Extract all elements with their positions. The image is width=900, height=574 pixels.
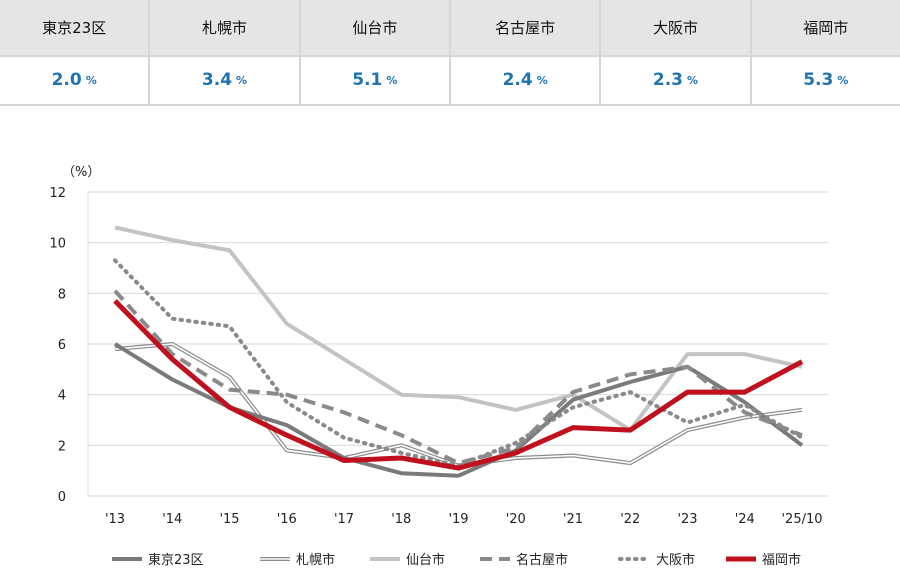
- x-tick-label: '24: [735, 512, 755, 527]
- x-tick-label: '13: [105, 512, 125, 527]
- rate-unit: %: [386, 73, 398, 87]
- vacancy-rate-table: 東京23区 2.0% 札幌市 3.4% 仙台市 5.1% 名古屋市 2.4% 大…: [0, 0, 900, 106]
- x-tick-label: '18: [391, 512, 411, 527]
- x-tick-label: '22: [620, 512, 640, 527]
- rate-value: 3.4: [201, 70, 233, 91]
- series-line-path: [113, 342, 804, 478]
- rate-value: 2.0: [51, 70, 82, 91]
- rate-value-cell: 2.0%: [0, 56, 149, 106]
- rate-unit: %: [236, 73, 248, 87]
- legend-item-5: 福岡市: [726, 552, 801, 568]
- rate-city-label: 名古屋市: [450, 0, 600, 57]
- legend-item-2: 仙台市: [370, 552, 445, 568]
- rate-value: 2.4: [502, 70, 533, 91]
- chart-legend: 東京23区 札幌市 仙台市 名古屋市 大阪市 福岡市: [112, 552, 801, 568]
- legend-label: 大阪市: [656, 552, 695, 568]
- x-tick-label: '17: [334, 512, 354, 527]
- series-line-outer: [114, 342, 803, 468]
- rate-value-cell: 5.3%: [751, 56, 900, 106]
- legend-label: 東京23区: [148, 552, 204, 568]
- rate-column-nagoya: 名古屋市 2.4%: [450, 0, 602, 106]
- legend-item-4: 大阪市: [618, 552, 695, 568]
- series-line-3: [113, 289, 803, 466]
- legend-label: 仙台市: [406, 552, 445, 568]
- y-axis-unit-label: （%）: [62, 165, 100, 180]
- series-line-path: [113, 258, 804, 468]
- rate-value-cell: 2.3%: [601, 56, 750, 106]
- x-tick-label: '21: [563, 512, 583, 527]
- y-tick-label: 0: [58, 490, 66, 505]
- series-line-2: [114, 225, 803, 433]
- rate-column-sendai: 仙台市 5.1%: [300, 0, 451, 106]
- rate-value-cell: 2.4%: [450, 56, 600, 106]
- series-line-0: [113, 342, 804, 478]
- y-tick-label: 12: [49, 186, 66, 201]
- legend-item-0: 東京23区: [112, 552, 204, 568]
- legend-label: 名古屋市: [516, 552, 568, 568]
- rate-unit: %: [85, 73, 97, 87]
- rate-unit: %: [536, 73, 548, 87]
- rate-value-cell: 3.4%: [150, 56, 299, 106]
- legend-label: 福岡市: [762, 552, 801, 568]
- vacancy-rate-line-chart: （%） 0 2 4 6 8 10 12 '13 '14 '15 '16 '17 '18 '19 '20 '2…: [49, 165, 828, 568]
- y-tick-label: 6: [58, 338, 66, 353]
- x-tick-label: '16: [277, 512, 297, 527]
- y-tick-label: 2: [58, 439, 66, 454]
- x-tick-label: '14: [162, 512, 182, 527]
- rate-city-label: 仙台市: [300, 0, 449, 57]
- x-tick-label: '25/10: [781, 512, 822, 527]
- rate-city-label: 札幌市: [150, 0, 299, 57]
- series-line-inner: [114, 343, 803, 467]
- y-axis-ticks: 0 2 4 6 8 10 12: [49, 186, 66, 505]
- chart-series-lines: [113, 225, 804, 478]
- legend-item-1: 札幌市: [260, 552, 335, 568]
- y-tick-label: 4: [58, 389, 66, 404]
- rate-value: 5.1: [352, 70, 383, 91]
- legend-label: 札幌市: [296, 552, 335, 568]
- x-tick-label: '23: [677, 512, 697, 527]
- legend-item-3: 名古屋市: [480, 552, 568, 568]
- x-tick-label: '19: [448, 512, 468, 527]
- x-tick-label: '15: [219, 512, 239, 527]
- series-line-path: [113, 289, 803, 466]
- rate-column-tokyo: 東京23区 2.0%: [0, 0, 151, 106]
- rate-value: 2.3: [652, 70, 684, 91]
- rate-city-label: 福岡市: [751, 0, 900, 57]
- y-tick-label: 10: [49, 237, 66, 252]
- rate-city-label: 大阪市: [601, 0, 750, 57]
- y-tick-label: 8: [58, 287, 66, 302]
- rate-unit: %: [687, 73, 699, 87]
- rate-column-osaka: 大阪市 2.3%: [601, 0, 752, 106]
- x-tick-label: '20: [506, 512, 526, 527]
- rate-column-fukuoka: 福岡市 5.3%: [751, 0, 900, 106]
- series-line-4: [113, 258, 804, 468]
- series-line-path: [113, 299, 804, 471]
- rate-city-label: 東京23区: [0, 0, 149, 57]
- rate-value: 5.3: [803, 70, 834, 91]
- rate-unit: %: [837, 73, 849, 87]
- series-line-5: [113, 299, 804, 471]
- rate-column-sapporo: 札幌市 3.4%: [150, 0, 301, 106]
- x-axis-ticks: '13 '14 '15 '16 '17 '18 '19 '20 '21 '22 '23 '24 '25/…: [105, 512, 823, 527]
- series-line-1: [114, 342, 803, 468]
- series-line-path: [114, 225, 803, 433]
- rate-value-cell: 5.1%: [300, 56, 449, 106]
- chart-gridlines: [87, 191, 828, 497]
